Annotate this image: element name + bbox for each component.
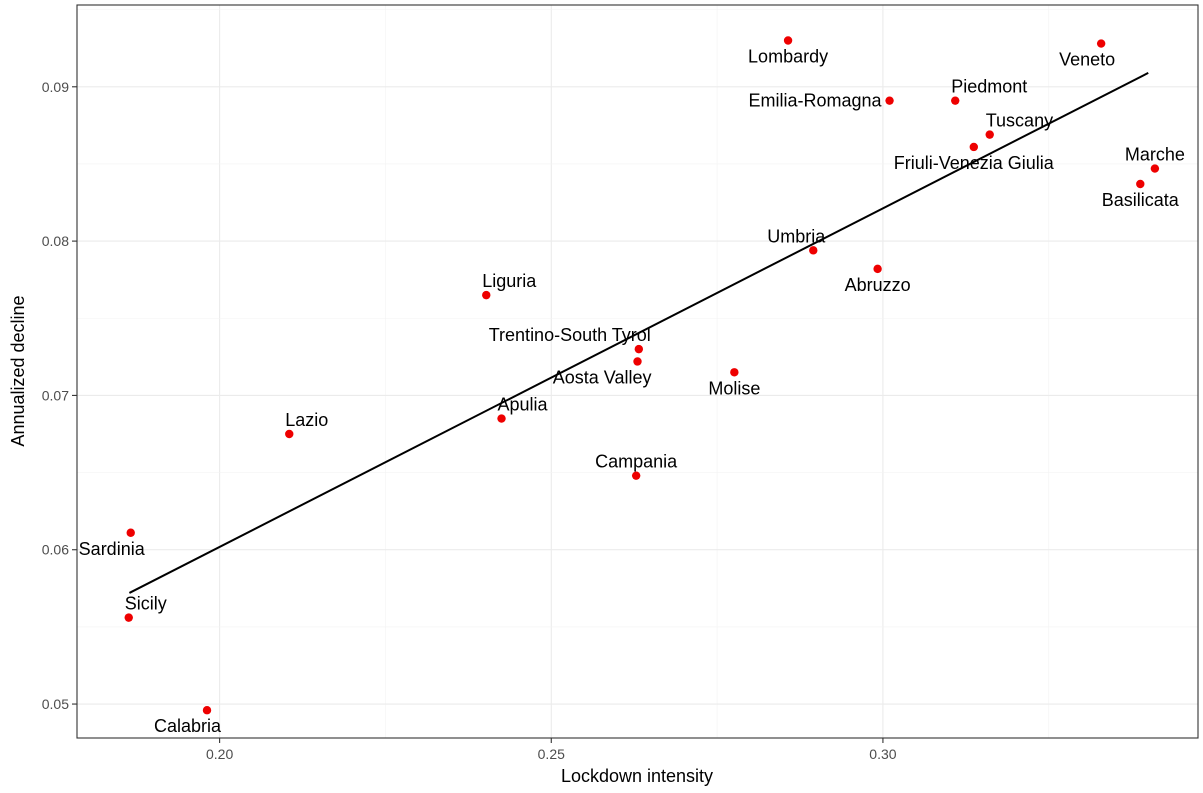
data-point (124, 613, 133, 622)
point-label: Marche (1125, 145, 1185, 165)
point-label: Campania (595, 452, 678, 472)
data-point (285, 429, 294, 439)
data-point (969, 142, 978, 152)
data-point (809, 246, 818, 255)
data-point (126, 528, 135, 537)
x-tick-label: 0.30 (869, 746, 896, 762)
x-axis-title: Lockdown intensity (561, 766, 713, 786)
point-label: Friuli-Venezia Giulia (894, 153, 1055, 173)
point-label: Basilicata (1102, 190, 1180, 210)
point-label: Piedmont (951, 77, 1027, 97)
y-tick-label: 0.06 (42, 542, 69, 558)
y-tick-label: 0.05 (42, 696, 69, 712)
x-tick-label: 0.25 (538, 746, 565, 762)
data-point (1150, 164, 1160, 173)
data-point (1136, 179, 1145, 189)
point-label: Lombardy (748, 46, 828, 66)
point-label: Tuscany (986, 111, 1053, 131)
point-label: Calabria (154, 716, 222, 736)
point-label: Aosta Valley (553, 367, 652, 387)
data-point (633, 357, 642, 366)
data-point (202, 706, 212, 715)
point-label: Sicily (125, 594, 167, 614)
point-label: Veneto (1059, 50, 1115, 70)
data-point (1096, 39, 1106, 48)
point-label: Emilia-Romagna (748, 91, 882, 111)
data-point (951, 96, 960, 105)
point-label: Liguria (482, 271, 537, 291)
y-tick-label: 0.09 (42, 79, 69, 95)
point-label: Abruzzo (845, 275, 911, 295)
data-point (873, 264, 882, 274)
data-point (631, 471, 641, 480)
regression-line (128, 72, 1149, 594)
panel-border (76, 4, 1199, 739)
data-point (634, 344, 644, 354)
x-axis: 0.20 0.25 0.30 (206, 738, 897, 762)
point-label: Umbria (767, 226, 826, 246)
data-point (885, 96, 894, 105)
x-tick-label: 0.20 (206, 746, 233, 762)
trendline-layer (128, 72, 1149, 594)
y-axis-title: Annualized decline (8, 295, 28, 446)
point-label: Molise (708, 378, 760, 398)
y-axis: 0.05 0.06 0.07 0.08 0.09 (42, 79, 77, 712)
panel-background (77, 5, 1198, 738)
data-point (730, 368, 739, 377)
point-label: Apulia (498, 395, 549, 415)
data-point (482, 290, 491, 300)
point-label: Trentino-South Tyrol (489, 325, 651, 345)
data-point (497, 414, 506, 423)
y-tick-label: 0.08 (42, 233, 69, 249)
point-label: Lazio (285, 410, 328, 430)
y-tick-label: 0.07 (42, 387, 69, 403)
points-layer (124, 36, 1160, 715)
point-label: Sardinia (79, 539, 146, 559)
data-point (783, 36, 793, 45)
point-labels-layer: Lombardy Veneto Emilia-Romagna Piedmont Tusc… (79, 46, 1185, 736)
data-point (985, 130, 994, 139)
